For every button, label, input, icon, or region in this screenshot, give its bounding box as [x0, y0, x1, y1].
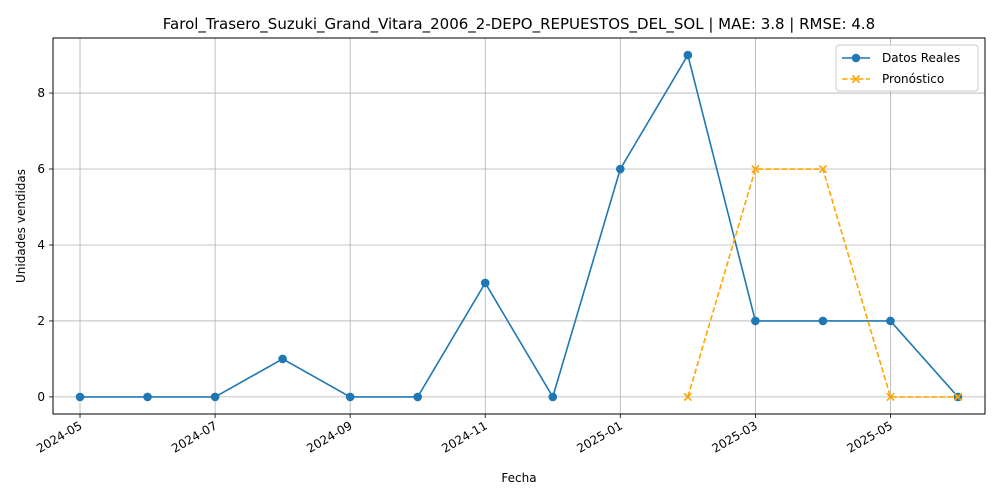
data-point [886, 316, 895, 326]
x-tick-label: 2025-03 [709, 418, 759, 455]
data-point [143, 392, 152, 402]
data-point [886, 392, 895, 402]
data-point [683, 392, 693, 402]
plot-frame [52, 37, 986, 415]
data-point [818, 316, 828, 326]
x-tick-label: 2024-05 [34, 418, 84, 455]
data-point [278, 354, 287, 364]
data-point [683, 50, 693, 60]
data-point [75, 392, 85, 402]
y-tick-label: 0 [37, 390, 45, 404]
series-line [80, 53, 959, 399]
grid [53, 38, 985, 414]
legend-marker [851, 53, 861, 63]
x-tick-label: 2025-05 [845, 418, 895, 455]
y-axis-label: Unidades vendidas [14, 169, 28, 283]
x-tick-label: 2024-11 [439, 418, 489, 455]
chart-title: Farol_Trasero_Suzuki_Grand_Vitara_2006_2… [163, 15, 875, 34]
series-line [687, 168, 958, 398]
data-point [616, 164, 625, 174]
data-point [953, 392, 963, 402]
x-tick-label: 2025-01 [574, 418, 624, 455]
data-point [413, 392, 422, 402]
data-point [751, 164, 760, 174]
legend-box [835, 44, 979, 92]
x-tick-label: 2024-07 [169, 418, 219, 455]
series-layer [75, 50, 963, 402]
y-tick-label: 4 [37, 238, 45, 252]
data-point [480, 278, 490, 288]
legend-label: Pronóstico [882, 72, 944, 86]
x-axis-label: Fecha [501, 471, 536, 485]
x-tick-label: 2024-09 [304, 418, 354, 455]
data-point [548, 392, 558, 402]
series-pronostico [683, 164, 963, 402]
legend-item: Datos Reales [842, 51, 960, 65]
data-point [751, 316, 760, 326]
data-point [210, 392, 220, 402]
data-point [818, 164, 828, 174]
y-tick-label: 2 [37, 314, 45, 328]
ticks: 2024-05 2024-07 2024-09 2024-11 2025-01 2025-… [34, 86, 895, 456]
legend-item: Pronóstico [842, 72, 944, 86]
data-point [345, 392, 355, 402]
legend-label: Datos Reales [882, 51, 960, 65]
y-tick-label: 6 [37, 162, 45, 176]
y-tick-label: 8 [37, 86, 45, 100]
legend: Datos Reales Pronóstico [835, 44, 979, 92]
series-datos-reales [75, 50, 963, 402]
legend-marker [851, 74, 861, 84]
